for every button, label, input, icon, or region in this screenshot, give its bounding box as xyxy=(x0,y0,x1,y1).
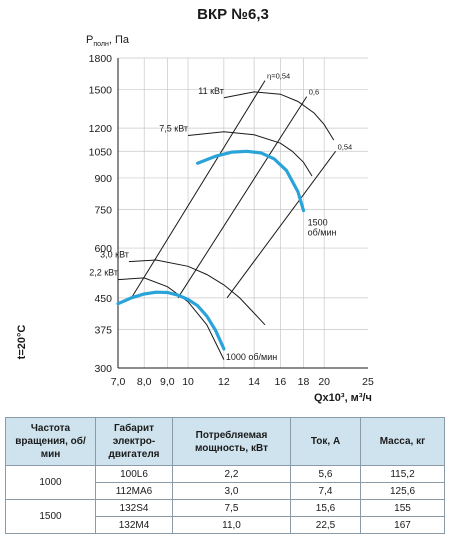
fan-curves xyxy=(116,149,306,351)
y-tick-label: 1050 xyxy=(89,146,113,158)
specs-header-row: Частота вращения, об/мин Габарит электро… xyxy=(5,417,445,466)
speed-label: 1500 xyxy=(308,217,328,227)
power-cell: 7,5 xyxy=(172,499,291,517)
x-axis-title: Qx10³, м³/ч xyxy=(314,392,372,404)
mass-cell: 167 xyxy=(360,516,445,534)
power-line xyxy=(223,91,335,141)
x-tick-label: 7,0 xyxy=(111,376,126,388)
current-cell: 5,6 xyxy=(290,465,361,483)
power-label: 7,5 кВт xyxy=(159,124,188,134)
efficiency-lines xyxy=(131,80,337,299)
y-tick-label: 1200 xyxy=(89,123,113,135)
efficiency-line xyxy=(177,96,308,299)
x-tick-label: 10 xyxy=(182,376,194,388)
y-tick-label: 600 xyxy=(94,243,112,255)
fan-curve xyxy=(116,290,226,351)
y-tick-label: 750 xyxy=(94,204,112,216)
x-tick-label: 9,0 xyxy=(160,376,175,388)
x-tick-label: 14 xyxy=(248,376,260,388)
power-line xyxy=(187,131,313,177)
header-speed: Частота вращения, об/мин xyxy=(5,417,96,466)
y-tick-label: 1500 xyxy=(89,85,113,97)
current-cell: 22,5 xyxy=(290,516,361,534)
mass-cell: 155 xyxy=(360,499,445,517)
efficiency-label: η=0,54 xyxy=(267,72,290,81)
power-label: 11 кВт xyxy=(198,86,224,96)
fan-curve xyxy=(196,149,306,213)
x-tick-label: 25 xyxy=(362,376,374,388)
chart-labels: η=0,54 0,6 0,54 2,2 кВт 3,0 кВт 7,5 кВт 11 кВт… xyxy=(89,72,352,362)
chart-title: ВКР №6,3 xyxy=(197,6,269,23)
power-cell: 11,0 xyxy=(172,516,291,534)
speed-label: 1000 об/мин xyxy=(226,352,277,362)
y-tick-label: 375 xyxy=(94,324,112,336)
speed-cell: 1000 xyxy=(5,465,96,500)
y-axis-title-main: P xyxy=(86,34,93,46)
y-tick-label: 1800 xyxy=(89,53,113,65)
header-power: Потребляемая мощность, кВт xyxy=(172,417,291,466)
motor-cell: 100L6 xyxy=(95,465,173,483)
x-tick-label: 18 xyxy=(298,376,310,388)
mass-cell: 115,2 xyxy=(360,465,445,483)
grid xyxy=(117,57,368,369)
speed-cell: 1500 xyxy=(5,499,96,534)
power-lines xyxy=(117,91,335,360)
efficiency-line xyxy=(131,80,266,299)
x-tick-label: 8,0 xyxy=(137,376,152,388)
table-row: 112MA6 3,0 7,4 125,6 xyxy=(6,482,445,500)
specs-table: Частота вращения, об/мин Габарит электро… xyxy=(5,417,445,534)
mass-cell: 125,6 xyxy=(360,482,445,500)
y-tick-label: 900 xyxy=(94,173,112,185)
header-motor: Габарит электро-двигателя xyxy=(95,417,173,466)
efficiency-line xyxy=(226,151,337,299)
fan-performance-chart: ВКР №6,3 Pполн, Па t=20°C Qx10³, м³/ч η=… xyxy=(16,6,374,404)
axis-ticks: 300 375 450 600 750 900 1050 1200 1500 1800 7,0 8,0… xyxy=(89,53,374,388)
efficiency-label: 0,54 xyxy=(338,142,353,151)
power-line xyxy=(128,259,266,326)
current-cell: 15,6 xyxy=(290,499,361,517)
header-current: Ток, А xyxy=(290,417,361,466)
motor-cell: 112MA6 xyxy=(95,482,173,500)
speed-label: об/мин xyxy=(308,228,337,238)
x-tick-label: 12 xyxy=(218,376,230,388)
power-cell: 3,0 xyxy=(172,482,291,500)
current-cell: 7,4 xyxy=(290,482,361,500)
motor-cell: 132S4 xyxy=(95,499,173,517)
temperature-label: t=20°C xyxy=(16,325,28,360)
x-tick-label: 16 xyxy=(275,376,287,388)
x-tick-label: 20 xyxy=(318,376,330,388)
y-axis-title-sub: полн xyxy=(93,41,109,48)
power-label: 2,2 кВт xyxy=(89,268,118,278)
y-axis-title: Pполн, Па xyxy=(86,34,130,48)
power-label: 3,0 кВт xyxy=(100,250,129,260)
efficiency-label: 0,6 xyxy=(309,88,319,97)
motor-cell: 132M4 xyxy=(95,516,173,534)
power-cell: 2,2 xyxy=(172,465,291,483)
y-tick-label: 300 xyxy=(94,363,112,375)
header-mass: Масса, кг xyxy=(360,417,445,466)
table-row: 1500 132S4 7,5 15,6 155 xyxy=(5,499,445,534)
table-row: 1000 100L6 2,2 5,6 115,2 xyxy=(5,465,445,500)
y-axis-title-unit: , Па xyxy=(109,34,130,46)
y-tick-label: 450 xyxy=(94,293,112,305)
